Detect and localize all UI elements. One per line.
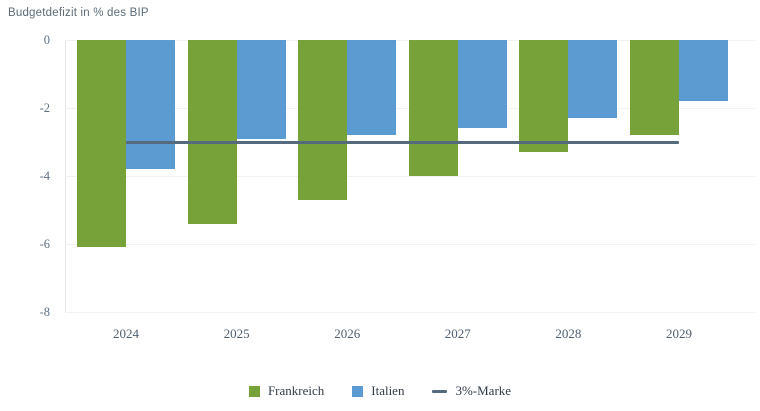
legend: Frankreich Italien 3%-Marke bbox=[0, 384, 760, 398]
bar-italien-2025[interactable] bbox=[236, 40, 286, 139]
legend-label-frankreich: Frankreich bbox=[267, 383, 325, 398]
3-marke-line bbox=[126, 140, 679, 144]
bar-frankreich-2024[interactable] bbox=[77, 40, 126, 248]
gridline bbox=[65, 176, 755, 177]
legend-swatch-3-marke bbox=[432, 389, 448, 393]
gridline bbox=[65, 244, 755, 245]
y-tick-label--4: -4 bbox=[39, 169, 50, 183]
bar-frankreich-2028[interactable] bbox=[519, 40, 569, 153]
bar-frankreich-2029[interactable] bbox=[630, 40, 679, 136]
gridline bbox=[65, 312, 755, 313]
bar-italien-2029[interactable] bbox=[679, 40, 728, 102]
legend-label-italien: Italien bbox=[371, 383, 405, 398]
y-tick-label--2: -2 bbox=[39, 101, 50, 115]
x-tick-label-2029: 2029 bbox=[666, 326, 692, 341]
legend-swatch-frankreich bbox=[248, 385, 260, 397]
legend-item-frankreich[interactable]: Frankreich bbox=[248, 383, 325, 398]
x-tick-label-2025: 2025 bbox=[223, 326, 250, 341]
legend-item-italien[interactable]: Italien bbox=[352, 384, 404, 398]
x-tick-label-2027: 2027 bbox=[444, 326, 471, 341]
bar-frankreich-2025[interactable] bbox=[187, 40, 237, 224]
bar-frankreich-2026[interactable] bbox=[298, 40, 348, 200]
x-tick-label-2026: 2026 bbox=[334, 326, 361, 341]
x-tick-label-2024: 2024 bbox=[113, 326, 139, 341]
y-tick-label--6: -6 bbox=[39, 237, 50, 251]
chart-title: Budgetdefizit in % des BIP bbox=[8, 7, 149, 19]
bar-frankreich-2027[interactable] bbox=[408, 40, 458, 176]
bar-italien-2026[interactable] bbox=[347, 40, 397, 136]
y-tick-label--8: -8 bbox=[39, 305, 50, 319]
y-tick-label-0: 0 bbox=[43, 33, 50, 47]
legend-item-3-marke[interactable]: 3%-Marke bbox=[432, 384, 511, 398]
legend-swatch-italien bbox=[352, 385, 364, 397]
bar-italien-2027[interactable] bbox=[457, 40, 507, 129]
bar-italien-2024[interactable] bbox=[126, 40, 175, 170]
x-tick-label-2028: 2028 bbox=[555, 326, 582, 341]
legend-label-3-marke: 3%-Marke bbox=[455, 383, 512, 398]
plot-area bbox=[65, 40, 755, 313]
bar-italien-2028[interactable] bbox=[568, 40, 618, 119]
